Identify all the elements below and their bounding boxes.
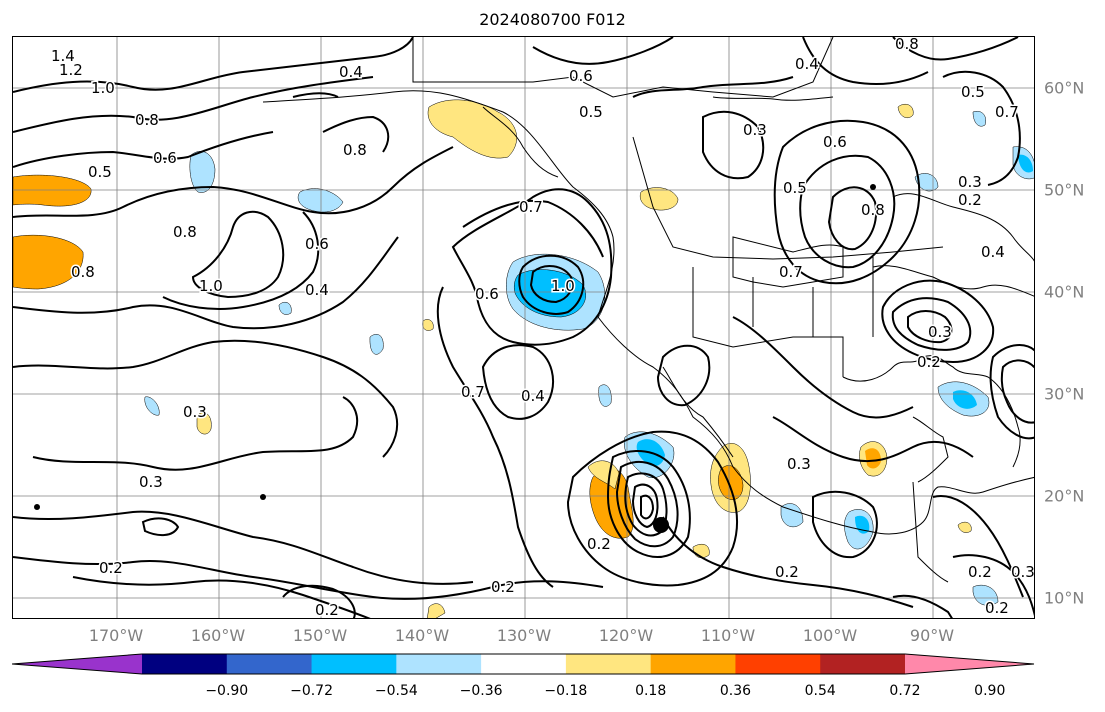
contour-label: 0.5 [783,179,807,197]
contour-label: 0.2 [917,353,941,371]
contour-label: 0.2 [958,191,982,209]
colorbar-segment [820,654,906,674]
colorbar-segment [735,654,821,674]
contour-label: 1.0 [91,79,115,97]
lon-tick-label: 120°W [598,626,654,645]
contour-label: 0.3 [139,473,163,491]
contour-label: 0.5 [961,83,985,101]
lon-tick-label: 150°W [292,626,348,645]
lon-tick-label: 100°W [802,626,858,645]
colorbar-tick-label: −0.54 [374,683,418,699]
lon-tick-label: 130°W [496,626,552,645]
lat-tick-label: 60°N [1044,78,1085,98]
contour-label: 0.3 [958,173,982,191]
contour-label: 0.2 [99,559,123,577]
contour-label: 0.8 [135,111,159,129]
lon-tick-label: 110°W [700,626,756,645]
colorbar [12,653,1035,675]
contour-labels: 1.4 1.2 1.0 0.8 0.6 0.5 0.8 1.0 0.8 0.4 … [50,37,1035,619]
lon-tick-label: 170°W [88,626,144,645]
graticule [13,37,1034,618]
lon-tick-label: 90°W [909,626,955,645]
contour-label: 0.8 [861,201,885,219]
colorbar-tick-label: −0.36 [459,683,503,699]
contour-label: 0.2 [587,535,611,553]
contour-label: 1.4 [51,47,75,65]
contour-label: 0.6 [823,133,847,151]
contour-label: 0.4 [795,55,819,73]
contour-label: 0.3 [1011,563,1035,581]
colorbar-tick-label: 0.36 [719,683,752,699]
contour-label: 0.7 [519,198,543,216]
colorbar-tick-label: 0.90 [974,683,1006,699]
contour-label: 0.2 [775,563,799,581]
contour-label: 0.3 [183,403,207,421]
contour-label: 0.5 [579,103,603,121]
colorbar-segment [650,654,736,674]
colorbar-tick-label: 0.18 [635,683,667,699]
contour-label: 0.6 [569,67,593,85]
colorbar-tick-label: −0.90 [205,683,249,699]
contour-label: 0.4 [521,387,545,405]
positive-shading [13,99,972,618]
colorbar-extend-high [905,654,1034,674]
colorbar-tick-label: 0.72 [889,683,921,699]
contour-label: 0.2 [315,601,339,619]
colorbar-tick-label: −0.18 [544,683,588,699]
contour-label: 1.2 [59,61,83,79]
contour-lines [13,37,1034,618]
contour-label: 1.0 [199,277,223,295]
lon-tick-label: 160°W [190,626,246,645]
colorbar-tick-label: −0.72 [290,683,333,699]
contour-label: 0.5 [88,163,112,181]
islands [34,184,876,533]
colorbar-outline [12,653,1035,675]
colorbar-tick-label: 0.54 [804,683,836,699]
contour-label: 0.4 [339,63,363,81]
contour-label: 0.3 [787,455,811,473]
contour-label: 0.2 [985,599,1009,617]
lat-tick-label: 30°N [1044,384,1085,404]
contour-label: 0.4 [305,281,329,299]
lat-tick-label: 20°N [1044,486,1085,506]
contour-label: 1.0 [551,277,575,295]
colorbar-segment [565,654,652,674]
negative-shading [144,111,1034,606]
contour-label: 0.8 [173,223,197,241]
contour-label: 0.2 [491,578,515,596]
colorbar-segment [311,654,397,674]
map-canvas: 1.4 1.2 1.0 0.8 0.6 0.5 0.8 1.0 0.8 0.4 … [13,37,1035,619]
coastlines [262,37,1034,583]
colorbar-segment [396,654,482,674]
contour-label: 0.6 [305,235,329,253]
contour-label: 0.8 [71,263,95,281]
lat-tick-label: 50°N [1044,180,1085,200]
contour-label: 0.6 [475,285,499,303]
colorbar-segment [142,654,228,674]
colorbar-segments [12,653,1035,675]
contour-label: 0.3 [743,121,767,139]
contour-label: 0.7 [995,103,1019,121]
colorbar-segment [226,654,313,674]
lat-tick-label: 40°N [1044,282,1085,302]
contour-label: 0.8 [343,141,367,159]
contour-label: 0.4 [981,243,1005,261]
contour-label: 0.6 [153,149,177,167]
colorbar-segment [481,654,567,674]
map-title: 2024080700 F012 [479,10,626,29]
contour-label: 0.7 [779,263,803,281]
contour-label: 0.2 [968,563,992,581]
contour-label: 0.7 [461,383,485,401]
lon-tick-label: 140°W [394,626,450,645]
contour-label: 0.8 [895,37,919,53]
lat-tick-label: 10°N [1044,588,1085,608]
map-panel[interactable]: 1.4 1.2 1.0 0.8 0.6 0.5 0.8 1.0 0.8 0.4 … [12,36,1035,619]
contour-label: 0.3 [928,323,952,341]
colorbar-extend-low [12,654,142,674]
